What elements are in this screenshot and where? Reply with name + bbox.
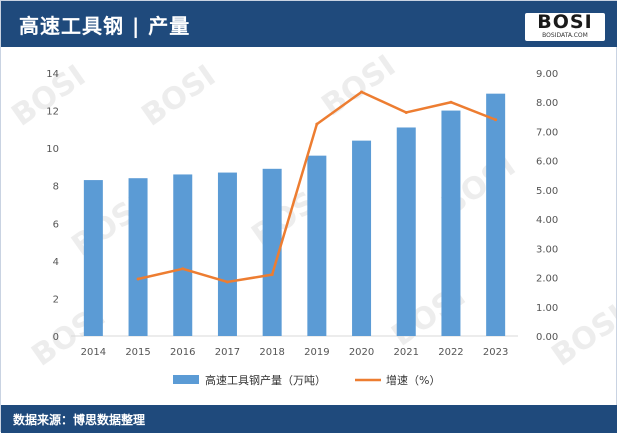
legend-line-label: 增速（%） <box>386 373 440 387</box>
x-axis-tick: 2023 <box>483 347 508 358</box>
bar <box>441 110 461 336</box>
bar <box>173 174 193 336</box>
bar <box>396 127 416 336</box>
x-axis-tick: 2015 <box>125 347 150 358</box>
bar <box>307 155 327 336</box>
left-axis-tick: 12 <box>46 107 59 118</box>
line-point <box>494 118 498 122</box>
x-axis-tick: 2016 <box>170 347 195 358</box>
line-series <box>136 90 498 284</box>
footer-bar: 数据来源：博思数据整理 <box>1 405 617 433</box>
left-axis-tick: 4 <box>53 257 59 268</box>
x-axis-ticks: 2014 2015 2016 2017 2018 2019 2020 2021 2022 2023 <box>81 347 509 358</box>
source-note: 数据来源：博思数据整理 <box>13 413 146 427</box>
left-axis-tick: 2 <box>53 294 59 305</box>
watermark-mark: BOSI <box>136 58 223 133</box>
line-point <box>225 280 229 284</box>
right-axis-tick: 3.00 <box>536 244 558 255</box>
line-point <box>449 100 453 104</box>
left-axis-tick: 6 <box>53 219 59 230</box>
x-axis-tick: 2022 <box>438 347 463 358</box>
x-axis-tick: 2014 <box>81 347 106 358</box>
x-axis-tick: 2019 <box>304 347 329 358</box>
legend-bar-label: 高速工具钢产量（万吨） <box>205 373 326 387</box>
line-point <box>270 273 274 277</box>
logo-word: BOSI <box>537 11 593 33</box>
right-axis-tick: 8.00 <box>536 98 558 109</box>
right-axis-tick: 5.00 <box>536 186 558 197</box>
left-axis-tick: 14 <box>46 69 59 80</box>
line-point <box>404 110 408 114</box>
right-axis-tick: 7.00 <box>536 127 558 138</box>
legend: 高速工具钢产量（万吨） 增速（%） <box>173 373 440 387</box>
bar <box>128 178 148 336</box>
bar <box>486 93 506 336</box>
line-point <box>360 90 364 94</box>
right-axis-tick: 0.00 <box>536 332 558 343</box>
bar <box>352 140 372 336</box>
bar <box>83 180 103 336</box>
brand-logo: BOSI BOSIDATA.COM <box>525 11 605 41</box>
x-axis-tick: 2018 <box>259 347 284 358</box>
right-axis-tick: 6.00 <box>536 157 558 168</box>
left-axis-tick: 10 <box>46 144 59 155</box>
legend-bar-swatch <box>173 375 199 384</box>
x-axis-tick: 2017 <box>215 347 240 358</box>
right-axis-tick: 1.00 <box>536 303 558 314</box>
bar <box>217 172 237 336</box>
header-bar: 高速工具钢 | 产量 BOSI BOSIDATA.COM <box>1 1 617 47</box>
logo-subtitle: BOSIDATA.COM <box>542 32 588 39</box>
watermark-mark: BOSI <box>316 48 403 123</box>
left-axis: 0 2 4 6 8 10 12 14 <box>46 69 59 343</box>
page-title: 高速工具钢 | 产量 <box>19 14 191 38</box>
left-axis-tick: 0 <box>53 332 59 343</box>
right-axis-tick: 4.00 <box>536 215 558 226</box>
x-axis-tick: 2021 <box>394 347 419 358</box>
right-axis: 0.00 1.00 2.00 3.00 4.00 5.00 6.00 7.00 8.00 9.00 <box>536 69 558 343</box>
line-point <box>181 267 185 271</box>
bar-series <box>83 93 506 336</box>
bar <box>262 168 282 336</box>
right-axis-tick: 9.00 <box>536 69 558 80</box>
left-axis-tick: 8 <box>53 182 59 193</box>
x-axis-tick: 2020 <box>349 347 374 358</box>
line-point <box>315 122 319 126</box>
line-point <box>136 277 140 281</box>
right-axis-tick: 2.00 <box>536 274 558 285</box>
